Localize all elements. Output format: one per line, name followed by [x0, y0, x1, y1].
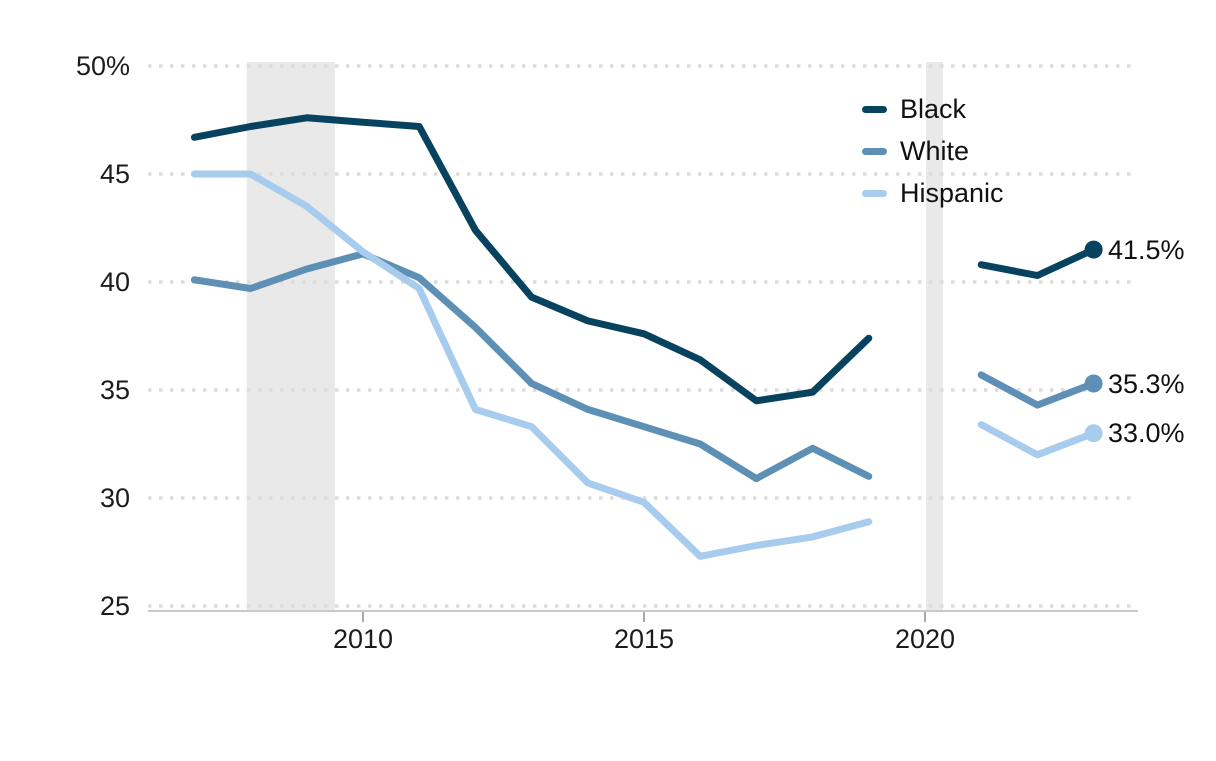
legend-item-hispanic: Hispanic — [862, 178, 1004, 208]
y-tick-label-30: 30 — [99, 483, 130, 513]
y-tick-label-50: 50% — [75, 51, 130, 81]
y-tick-label-45: 45 — [99, 159, 130, 189]
legend-item-black: Black — [862, 94, 966, 124]
recession-band-1 — [926, 62, 943, 611]
series-line-black-main — [190, 114, 873, 405]
end-value-label-white: 35.3% — [1105, 368, 1185, 400]
end-value-label-black: 41.5% — [1105, 234, 1185, 266]
series-end-dot-white — [1084, 374, 1103, 393]
series-line-black-recent — [977, 246, 1098, 279]
recession-band-0 — [246, 62, 335, 611]
legend-swatch-icon-hispanic — [862, 189, 887, 197]
legend-swatch-icon-white — [862, 147, 887, 155]
series-line-hispanic-main — [190, 170, 873, 560]
series-line-white-recent — [977, 371, 1098, 409]
legend-label-hispanic: Hispanic — [900, 178, 1004, 208]
legend-item-white: White — [862, 136, 969, 166]
series-line-hispanic-recent — [977, 421, 1098, 459]
series-line-white-main — [190, 250, 873, 483]
x-tick-label-2015: 2015 — [613, 624, 675, 654]
legend-label-black: Black — [900, 94, 967, 124]
y-tick-label-25: 25 — [99, 591, 130, 621]
end-value-label-hispanic: 33.0% — [1105, 417, 1185, 449]
legend-swatch-icon-black — [862, 105, 887, 113]
x-tick-label-2010: 2010 — [332, 624, 394, 654]
y-tick-label-40: 40 — [99, 267, 130, 297]
legend-label-white: White — [900, 136, 970, 166]
series-end-dot-hispanic — [1084, 424, 1103, 443]
x-tick-label-2020: 2020 — [894, 624, 956, 654]
series-end-dot-black — [1084, 240, 1103, 259]
y-tick-label-35: 35 — [99, 375, 130, 405]
